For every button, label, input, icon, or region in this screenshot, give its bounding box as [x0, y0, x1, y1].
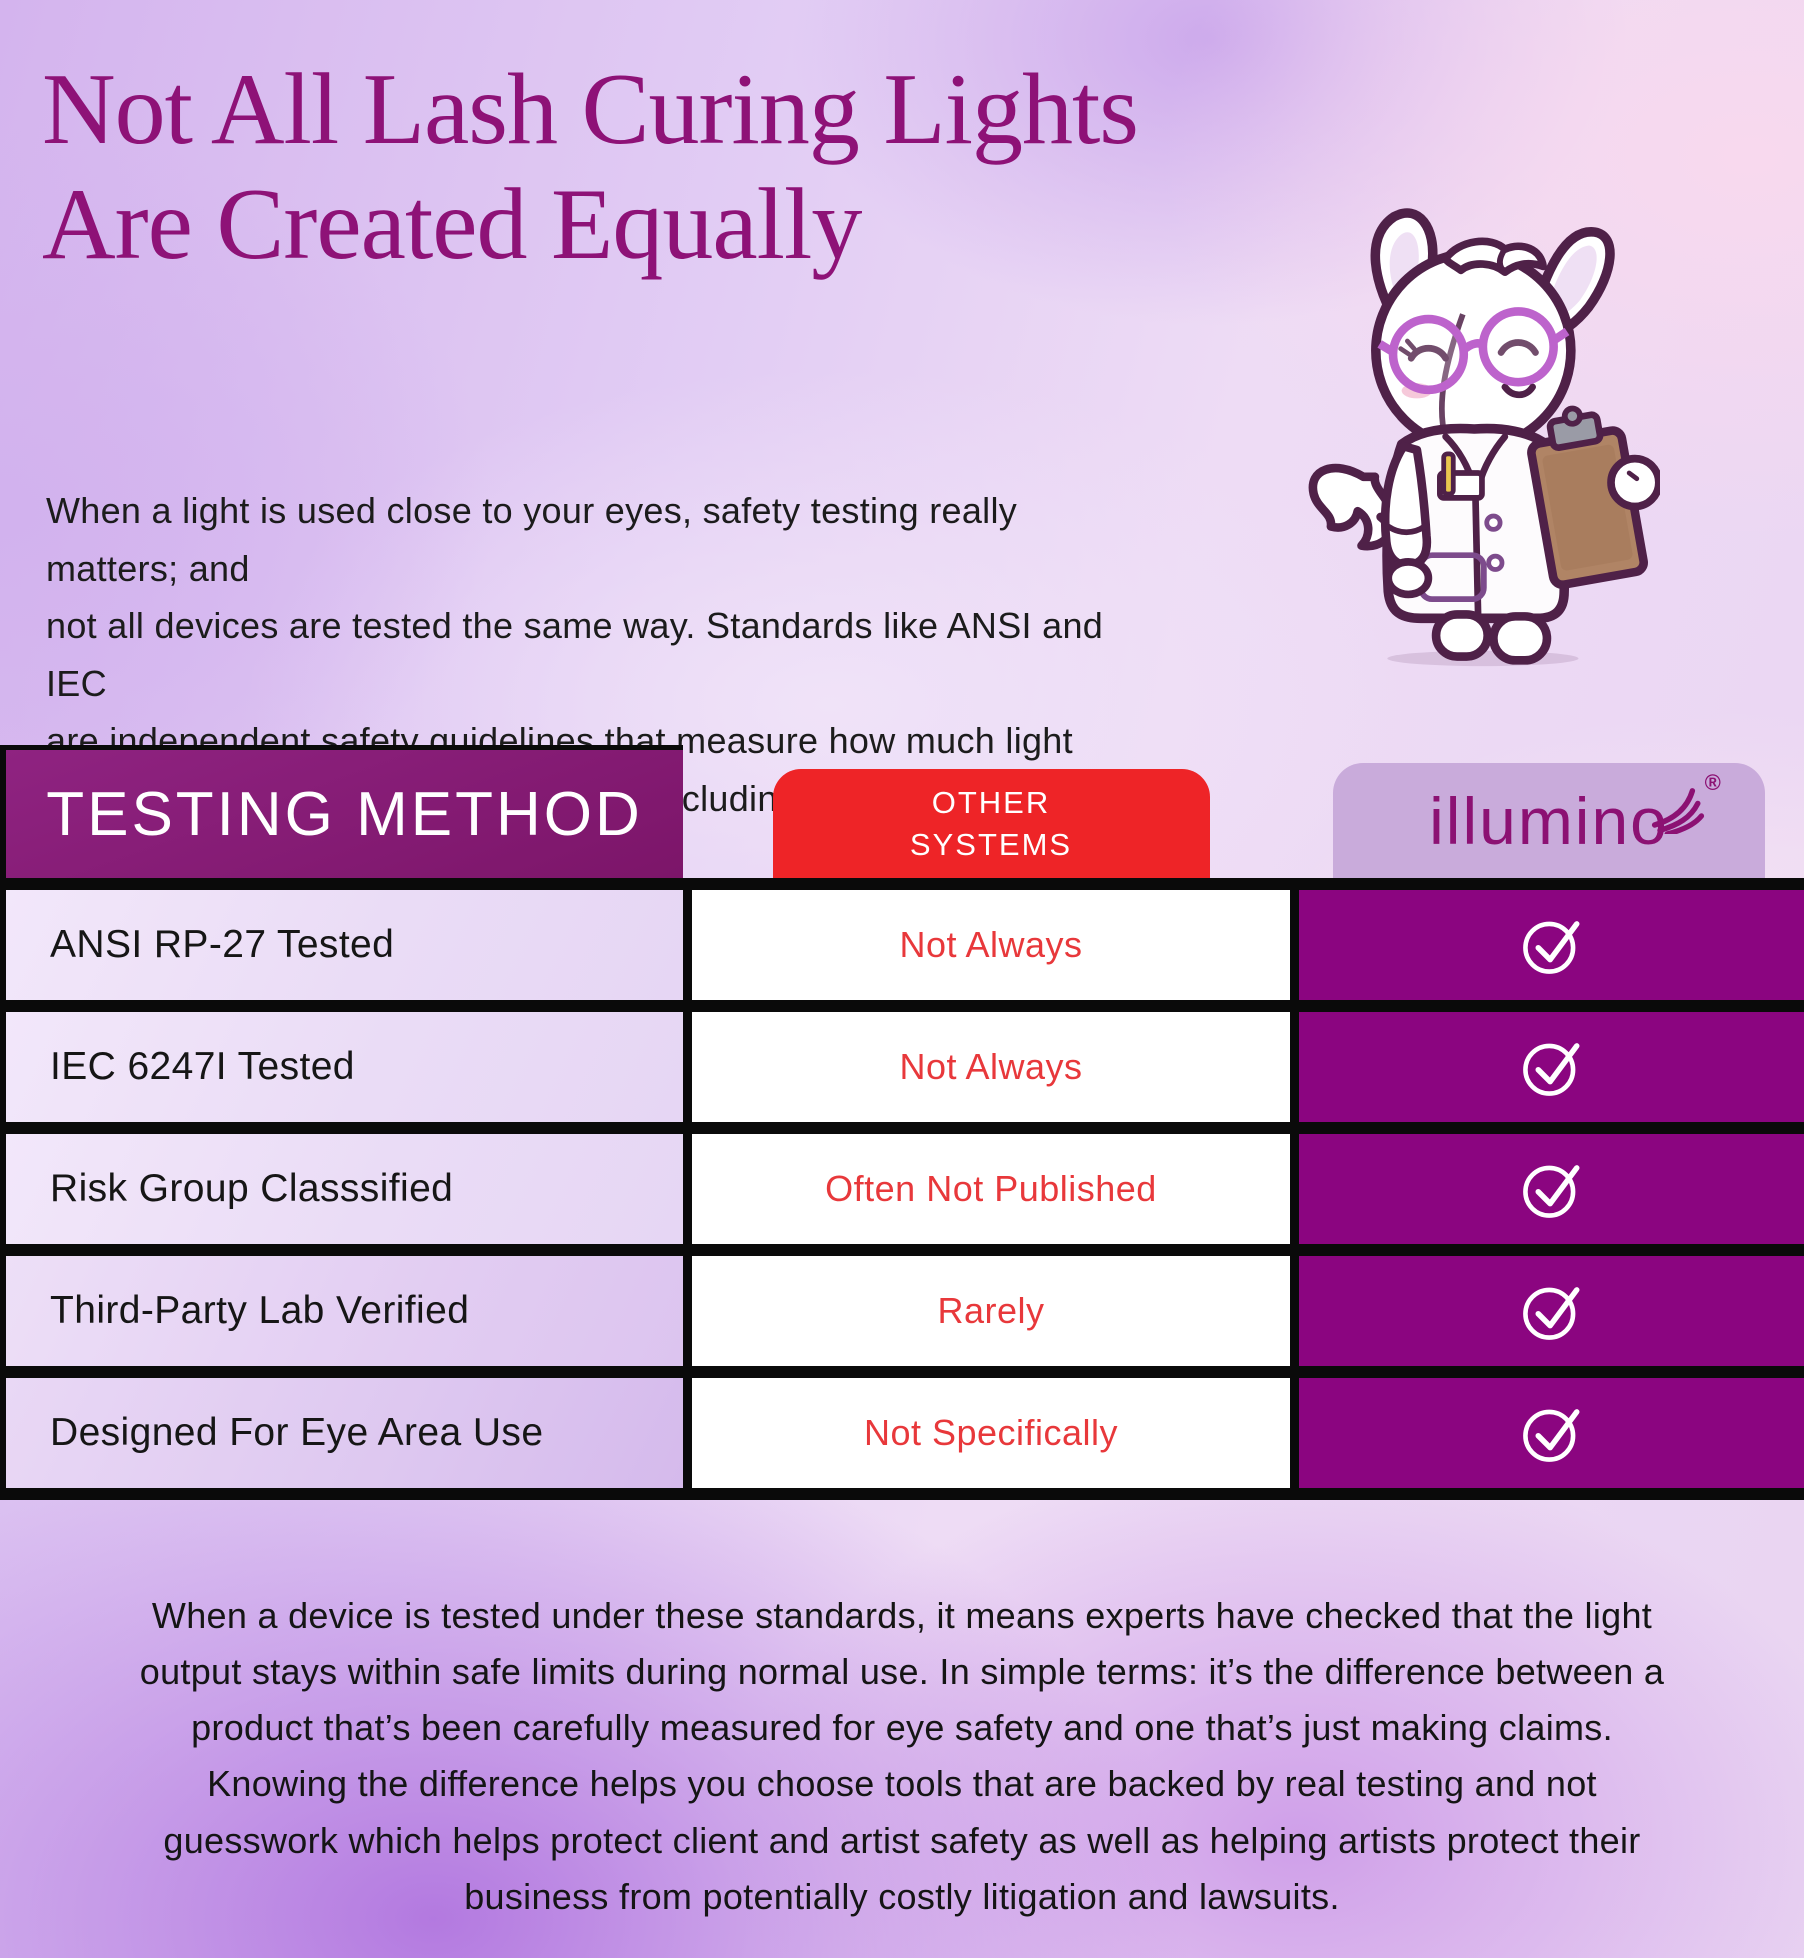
other-systems-cell: Often Not Published — [692, 1134, 1290, 1244]
check-icon — [1522, 1287, 1579, 1340]
eyelash-icon — [1651, 787, 1704, 834]
registered-trademark: ® — [1704, 769, 1721, 795]
check-icon — [1522, 1409, 1579, 1462]
method-cell: IEC 6247I Tested — [0, 1012, 683, 1122]
table-header-row: TESTING METHOD OTHER SYSTEMS illumino ® — [0, 745, 1804, 878]
illumino-logo: illumino ® — [1429, 770, 1721, 854]
method-cell: ANSI RP-27 Tested — [0, 890, 683, 1000]
unicorn-scientist-mascot — [1308, 208, 1660, 667]
other-systems-cell: Not Always — [692, 1012, 1290, 1122]
illumino-cell — [1299, 1256, 1804, 1366]
illumino-logo-text: illumino — [1429, 783, 1669, 858]
outro-paragraph: When a device is tested under these stan… — [139, 1595, 1665, 1917]
testing-method-header: TESTING METHOD — [0, 745, 683, 878]
illumino-cell — [1299, 1134, 1804, 1244]
illumino-cell — [1299, 1012, 1804, 1122]
check-icon — [1522, 1165, 1579, 1218]
page-title: Not All Lash Curing Lights Are Created E… — [42, 52, 1222, 283]
method-cell: Risk Group Classsified — [0, 1134, 683, 1244]
other-systems-header: OTHER SYSTEMS — [772, 769, 1210, 878]
page-title-line2: Are Created Equally — [42, 168, 862, 282]
other-systems-cell: Not Always — [692, 890, 1290, 1000]
check-icon — [1522, 1043, 1579, 1096]
page-title-line1: Not All Lash Curing Lights — [42, 53, 1139, 166]
table-body: ANSI RP-27 Tested Not Always IEC 6247I T… — [0, 878, 1804, 1500]
method-cell: Designed For Eye Area Use — [0, 1378, 683, 1488]
method-cell: Third-Party Lab Verified — [0, 1256, 683, 1366]
check-icon — [1522, 921, 1579, 974]
illumino-cell — [1299, 1378, 1804, 1488]
illumino-brand-header: illumino ® — [1333, 763, 1765, 878]
other-systems-cell: Not Specifically — [692, 1378, 1290, 1488]
other-systems-cell: Rarely — [692, 1256, 1290, 1366]
comparison-table: TESTING METHOD OTHER SYSTEMS illumino ® … — [0, 745, 1804, 1500]
illumino-cell — [1299, 890, 1804, 1000]
